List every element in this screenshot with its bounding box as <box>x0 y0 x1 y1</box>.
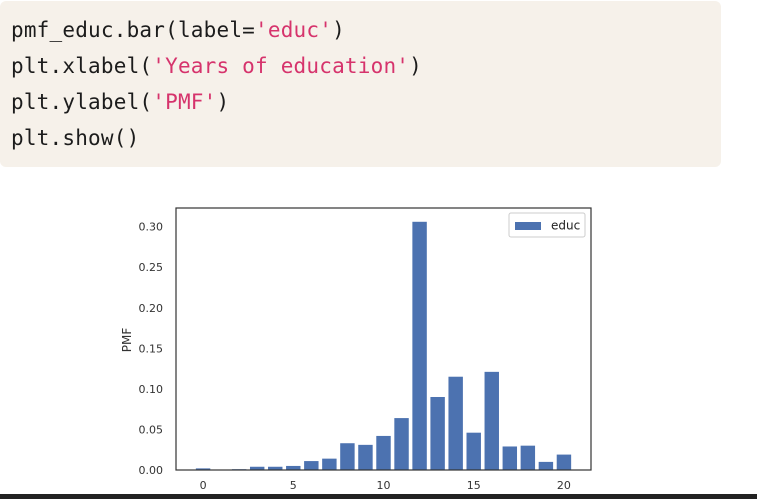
bar-0 <box>195 468 211 470</box>
bar-14 <box>448 376 463 470</box>
legend-swatch <box>515 222 541 230</box>
y-tick-label: 0.15 <box>139 342 164 355</box>
bar-6 <box>304 461 319 470</box>
bar-12 <box>412 221 427 470</box>
legend-label: educ <box>551 219 580 233</box>
bar-chart: 0.00 0.05 0.10 0.15 0.20 0.25 0.30 0 5 10 15 20 PM… <box>120 207 592 492</box>
bar-10 <box>376 435 391 470</box>
bar-9 <box>358 444 373 470</box>
bar-20 <box>556 454 572 470</box>
y-tick-label: 0.20 <box>139 302 164 315</box>
bar-15 <box>466 432 481 470</box>
y-tick-label: 0.05 <box>139 423 164 436</box>
chart-output: 0.00 0.05 0.10 0.15 0.20 0.25 0.30 0 5 10 15 20 PM… <box>0 168 757 499</box>
bar-8 <box>340 443 355 470</box>
code-line-4: plt.show() <box>11 126 140 150</box>
bar-19 <box>538 461 554 470</box>
x-tick-label: 20 <box>557 479 571 492</box>
y-tick-label: 0.00 <box>139 464 164 477</box>
legend-frame <box>508 212 586 238</box>
x-tick-label: 5 <box>290 479 297 492</box>
bar-17 <box>502 446 518 470</box>
code-line-2: plt.xlabel('Years of education') <box>11 54 422 78</box>
y-tick-label: 0.10 <box>139 383 164 396</box>
x-tick-label: 10 <box>377 479 391 492</box>
bar-11 <box>394 418 409 470</box>
bar-7 <box>322 458 337 470</box>
legend: educ <box>508 212 586 238</box>
bar-5 <box>286 465 301 470</box>
bar-16 <box>484 371 499 470</box>
bar-3 <box>249 466 265 470</box>
bar-18 <box>520 445 536 470</box>
y-tick-label: 0.25 <box>139 261 164 274</box>
axes-frame <box>175 207 592 471</box>
x-tick-label: 15 <box>467 479 481 492</box>
y-tick-label: 0.30 <box>139 221 164 234</box>
bars-group <box>195 221 572 470</box>
code-line-3: plt.ylabel('PMF') <box>11 90 230 114</box>
x-tick-label: 0 <box>200 479 207 492</box>
x-tick-labels: 0 5 10 15 20 <box>200 479 571 492</box>
bar-13 <box>430 396 445 470</box>
code-line-1: pmf_educ.bar(label='educ') <box>11 18 345 42</box>
y-axis-label: PMF <box>120 328 134 353</box>
bar-4 <box>268 466 283 470</box>
code-cell[interactable]: pmf_educ.bar(label='educ') plt.xlabel('Y… <box>0 1 721 167</box>
y-tick-labels: 0.00 0.05 0.10 0.15 0.20 0.25 0.30 <box>139 221 164 477</box>
bottom-border <box>0 494 757 499</box>
